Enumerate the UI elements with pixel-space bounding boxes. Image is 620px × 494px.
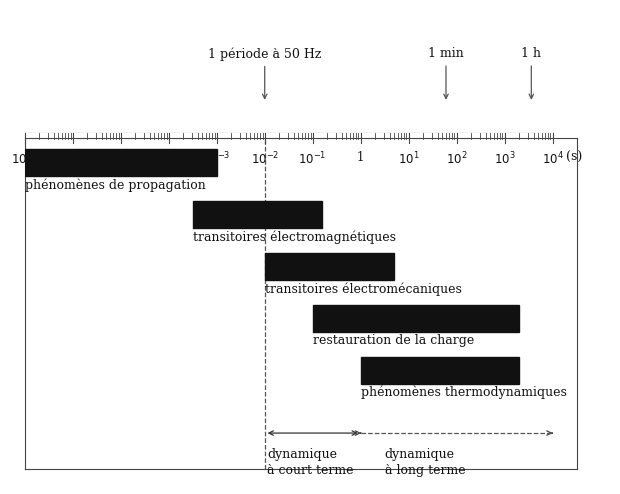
Text: $10^{4}$: $10^{4}$ (542, 151, 564, 167)
Text: $10^{-3}$: $10^{-3}$ (203, 151, 231, 167)
Bar (361, 357, 519, 383)
Text: $10^{-2}$: $10^{-2}$ (250, 151, 279, 167)
Text: transitoires électromécaniques: transitoires électromécaniques (265, 282, 461, 295)
Text: 1 h: 1 h (521, 47, 541, 99)
Bar (312, 305, 519, 331)
Text: 1 min: 1 min (428, 47, 464, 99)
Bar (25, 149, 217, 176)
Text: $10^{-1}$: $10^{-1}$ (298, 151, 327, 167)
Text: 1: 1 (357, 151, 365, 164)
Text: phénomènes thermodynamiques: phénomènes thermodynamiques (361, 386, 567, 400)
Text: transitoires électromagnétiques: transitoires électromagnétiques (193, 230, 396, 244)
Text: $10^{-6}$: $10^{-6}$ (58, 151, 87, 167)
Text: dynamique
à court terme: dynamique à court terme (267, 448, 353, 477)
Text: phénomènes de propagation: phénomènes de propagation (25, 178, 206, 192)
Text: $10^{-4}$: $10^{-4}$ (154, 151, 183, 167)
Text: $10^{-5}$: $10^{-5}$ (107, 151, 135, 167)
Text: $10^{1}$: $10^{1}$ (398, 151, 420, 167)
Text: dynamique
à long terme: dynamique à long terme (384, 448, 465, 477)
Text: 1 période à 50 Hz: 1 période à 50 Hz (208, 47, 321, 99)
Text: $10^{3}$: $10^{3}$ (494, 151, 515, 167)
Text: $10^{-7}$: $10^{-7}$ (11, 151, 39, 167)
Text: restauration de la charge: restauration de la charge (312, 334, 474, 347)
Bar (265, 253, 394, 280)
Text: $10^{2}$: $10^{2}$ (446, 151, 467, 167)
Bar (193, 201, 322, 228)
Text: (s): (s) (566, 151, 582, 164)
